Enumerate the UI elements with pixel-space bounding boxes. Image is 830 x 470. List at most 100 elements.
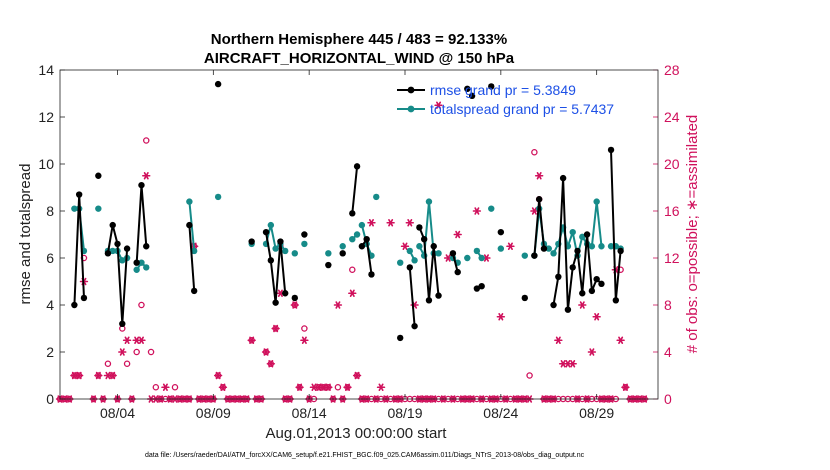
rmse-point [574, 247, 581, 255]
rmse-point [617, 247, 624, 255]
rmse-point [464, 85, 471, 93]
totalspread-point [373, 193, 380, 201]
y-right-tick-label: 8 [664, 297, 672, 313]
rmse-point [71, 301, 78, 309]
obs-possible-point [138, 301, 145, 309]
rmse-point [123, 245, 131, 252]
totalspread-point [214, 193, 222, 201]
obs-assimilated-point [74, 371, 84, 380]
obs-assimilated-point [108, 371, 117, 380]
obs-possible-point [301, 325, 308, 332]
rmse-point [114, 240, 121, 248]
obs-assimilated-point [386, 219, 395, 227]
obs-assimilated-point [554, 336, 563, 344]
totalspread-point [411, 257, 418, 264]
rmse-point [214, 80, 222, 88]
obs-assimilated-point [94, 371, 103, 380]
obs-assimilated-point [324, 383, 333, 391]
totalspread-point [190, 247, 198, 255]
obs-assimilated-point [300, 336, 309, 344]
obs-assimilated-point [290, 301, 299, 309]
rmse-point [559, 174, 567, 182]
rmse-point [531, 252, 538, 259]
obs-assimilated-point [568, 360, 577, 368]
obs-assimilated-point [142, 172, 151, 180]
obs-assimilated-point [161, 383, 170, 391]
totalspread-point [267, 221, 275, 229]
y-right-tick-label: 20 [664, 156, 680, 172]
legend-spread-marker [407, 105, 415, 113]
legend-rmse-marker [407, 86, 415, 94]
rmse-point [262, 228, 270, 236]
rmse-point [109, 221, 116, 229]
totalspread-point [143, 264, 150, 271]
totalspread-point [478, 254, 485, 262]
obs-assimilated-point [453, 230, 462, 239]
rmse-point [468, 92, 476, 100]
totalspread-point [325, 250, 332, 257]
totalspread-point [282, 247, 289, 255]
legend: rmse grand pr = 5.3849 totalspread grand… [397, 82, 614, 117]
rmse-point [358, 243, 366, 250]
rmse-point [397, 334, 404, 342]
y-right-tick-label: 24 [664, 109, 680, 125]
obs-assimilated-point [616, 336, 625, 344]
obs-possible-point [171, 383, 179, 391]
x-tick-label: 08/04 [100, 405, 135, 421]
x-tick-label: 08/29 [579, 405, 614, 421]
rmse-point [473, 285, 481, 292]
y-right-tick-label: 0 [664, 391, 672, 407]
totalspread-point [133, 266, 140, 273]
totalspread-point [353, 231, 361, 238]
rmse-point [497, 228, 505, 236]
y-right-tick-label: 28 [664, 62, 680, 78]
obs-assimilated-point [261, 348, 271, 356]
obs-assimilated-point [530, 207, 539, 215]
y-left-tick-label: 8 [46, 203, 54, 219]
y-left-tick-label: 10 [38, 156, 54, 172]
rmse-point [267, 257, 275, 264]
y-axis-label-right: # of obs: o=possible; ∗=assimilated [684, 115, 701, 354]
x-axis-label: Aug.01,2013 00:00:00 start [266, 425, 448, 442]
y-left-tick-label: 2 [46, 344, 54, 360]
rmse-point [133, 259, 140, 266]
rmse-point [406, 264, 413, 271]
totalspread-point [406, 247, 413, 255]
obs-assimilated-point [343, 383, 352, 391]
totalspread-point [109, 247, 116, 255]
rmse-point [186, 221, 193, 229]
obs-possible-point [349, 266, 356, 273]
rmse-point [75, 191, 83, 198]
totalspread-point [569, 228, 576, 236]
rmse-point [277, 238, 284, 245]
y-left-tick-label: 4 [46, 297, 54, 313]
rmse-point [143, 243, 150, 250]
rmse-point [425, 297, 433, 304]
totalspread-point [598, 243, 605, 250]
rmse-point [349, 210, 356, 217]
obs-possible-point [133, 348, 140, 356]
rmse-point [339, 250, 346, 257]
totalspread-point [473, 247, 481, 255]
y-left-tick-label: 0 [46, 391, 54, 407]
rmse-point [540, 245, 548, 252]
totalspread-point [607, 243, 615, 250]
x-tick-label: 08/24 [483, 405, 518, 421]
totalspread-point [397, 259, 404, 266]
obs-assimilated-point [534, 172, 544, 180]
obs-possible-point [123, 360, 131, 367]
rmse-point [435, 292, 442, 299]
y-axis-label-left: rmse and totalspread [17, 164, 34, 305]
totalspread-point [593, 198, 600, 205]
rmse-line [351, 166, 359, 214]
obs-assimilated-point [137, 336, 146, 344]
obs-possible-point [526, 372, 533, 379]
rmse-point [569, 264, 576, 271]
x-tick-label: 08/14 [292, 405, 327, 421]
rmse-point [607, 146, 615, 154]
rmse-point [119, 320, 126, 327]
y-right-tick-label: 16 [664, 203, 680, 219]
totalspread-point [138, 259, 145, 266]
totalspread-point [464, 254, 471, 262]
rmse-point [488, 83, 495, 90]
